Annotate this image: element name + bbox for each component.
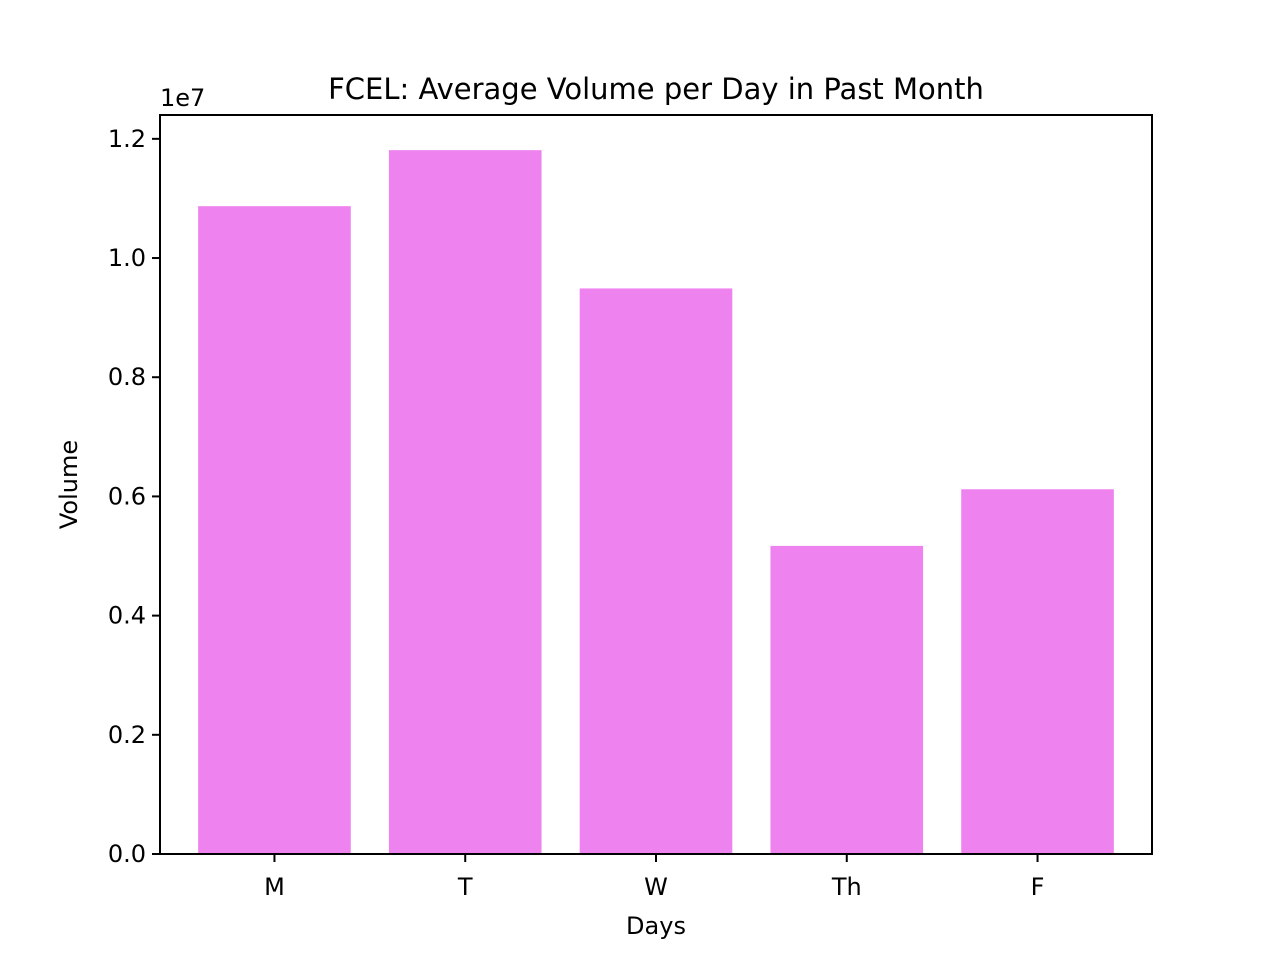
x-tick-label: W (644, 873, 668, 901)
y-tick-label: 1.0 (108, 244, 146, 272)
x-axis-label: Days (626, 912, 686, 940)
bar-f (961, 489, 1114, 854)
y-tick-label: 0.6 (108, 482, 146, 510)
x-tick-label: T (457, 873, 473, 901)
y-tick-label: 1.2 (108, 125, 146, 153)
x-tick-label: F (1031, 873, 1045, 901)
bar-t (388, 150, 542, 854)
x-axis-ticks: M T W Th F (264, 854, 1044, 901)
y-tick-label: 0.4 (108, 602, 146, 630)
y-axis-offset-label: 1e7 (160, 84, 205, 112)
bar-m (198, 206, 351, 855)
y-axis-ticks: 0.0 0.2 0.4 0.6 0.8 1.0 1.2 (108, 125, 160, 868)
bar-w (579, 288, 733, 854)
chart-title: FCEL: Average Volume per Day in Past Mon… (328, 72, 984, 106)
y-tick-label: 0.2 (108, 721, 146, 749)
bar-th (770, 545, 924, 854)
y-axis-label: Volume (55, 440, 83, 529)
bars-group (198, 150, 1114, 855)
x-tick-label: M (264, 873, 285, 901)
y-tick-label: 0.0 (108, 840, 146, 868)
x-tick-label: Th (831, 873, 862, 901)
y-tick-label: 0.8 (108, 363, 146, 391)
